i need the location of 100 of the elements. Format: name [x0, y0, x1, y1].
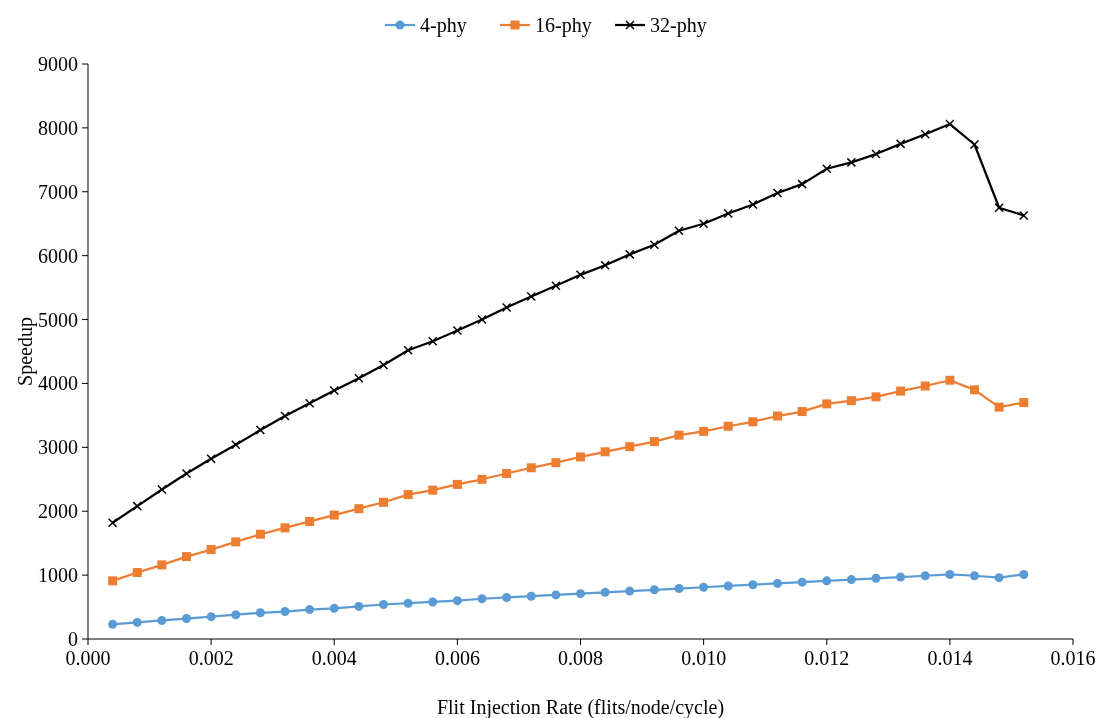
point	[846, 157, 857, 168]
point	[551, 458, 561, 468]
point	[772, 188, 783, 198]
point	[108, 619, 118, 629]
point	[157, 560, 167, 570]
legend-label: 16-phy	[535, 14, 592, 37]
point	[477, 474, 487, 484]
point	[674, 226, 684, 236]
point	[773, 578, 782, 588]
point	[723, 421, 733, 431]
point	[526, 291, 536, 302]
point	[625, 249, 635, 260]
point	[600, 587, 610, 597]
point	[920, 381, 930, 391]
point	[329, 510, 339, 520]
point	[773, 411, 782, 421]
point	[403, 490, 413, 500]
point	[403, 345, 413, 355]
point	[354, 601, 364, 611]
point	[280, 523, 290, 533]
point	[699, 582, 709, 592]
y-tick-label: 6000	[38, 244, 78, 267]
legend-label: 32-phy	[650, 14, 707, 37]
point	[895, 139, 906, 149]
point	[625, 442, 635, 452]
point	[305, 605, 315, 615]
point	[502, 469, 512, 479]
point	[231, 537, 241, 547]
point	[1019, 569, 1029, 579]
point	[206, 454, 216, 464]
point	[994, 573, 1004, 583]
point	[182, 614, 191, 624]
point	[748, 417, 758, 427]
point	[699, 426, 709, 436]
point	[945, 375, 955, 385]
point	[304, 398, 315, 408]
point	[255, 608, 265, 618]
point	[280, 411, 290, 421]
point	[698, 218, 709, 229]
x-tick-label: 0.010	[681, 647, 727, 669]
point	[379, 600, 388, 609]
point	[428, 485, 438, 495]
point	[649, 585, 659, 595]
x-tick-label: 0.012	[804, 647, 850, 669]
point	[378, 360, 389, 370]
x-tick-label: 0.002	[188, 647, 234, 669]
point	[452, 596, 462, 606]
point	[723, 208, 733, 219]
point	[970, 385, 979, 395]
point	[846, 575, 856, 585]
y-tick-label: 9000	[38, 53, 78, 75]
point	[403, 598, 413, 608]
point	[797, 577, 807, 587]
point	[329, 603, 339, 613]
point	[649, 437, 659, 447]
x-tick-label: 0.000	[65, 647, 111, 669]
point	[354, 373, 364, 384]
point	[206, 612, 216, 622]
point	[674, 430, 684, 440]
x-tick-label: 0.014	[927, 647, 973, 669]
point	[132, 617, 142, 627]
point	[182, 552, 191, 562]
point	[920, 129, 930, 140]
point	[945, 119, 955, 129]
y-tick-label: 7000	[38, 180, 78, 203]
point	[428, 336, 438, 347]
point	[896, 386, 906, 396]
point	[625, 586, 635, 596]
point	[107, 517, 118, 528]
point	[157, 615, 167, 625]
point	[600, 260, 610, 270]
y-tick-label: 2000	[38, 500, 78, 523]
x-tick-label: 0.006	[434, 647, 480, 669]
y-tick-label: 1000	[38, 564, 78, 587]
legend-label: 4-phy	[420, 14, 467, 37]
point	[477, 594, 487, 604]
point	[1019, 210, 1029, 221]
point	[206, 545, 216, 555]
point	[797, 407, 807, 417]
point	[896, 572, 906, 582]
point	[132, 501, 142, 511]
point	[649, 240, 660, 250]
y-axis-title: Speedup	[14, 317, 37, 386]
point	[181, 468, 192, 479]
point	[1019, 398, 1029, 408]
point	[674, 584, 684, 594]
point	[231, 440, 241, 450]
point	[945, 569, 955, 579]
point	[723, 581, 733, 591]
point	[871, 573, 881, 583]
point	[576, 589, 585, 599]
point	[822, 399, 832, 409]
x-tick-label: 0.004	[311, 647, 357, 669]
point	[871, 149, 881, 159]
point	[600, 447, 610, 457]
point	[255, 425, 266, 435]
y-tick-label: 4000	[38, 372, 78, 395]
point	[994, 203, 1004, 213]
point	[280, 607, 290, 617]
point	[157, 484, 167, 495]
